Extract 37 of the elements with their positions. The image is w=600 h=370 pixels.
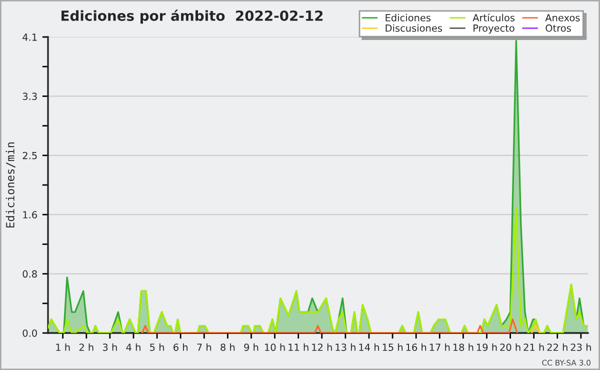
x-tick-label: 2 h [79,343,94,351]
legend-label: Ediciones [386,14,431,22]
x-tick-label: 3 h [102,343,117,351]
x-tick-label: 10 h [265,343,285,351]
x-tick-label: 7 h [197,343,212,351]
legend-label: Otros [546,24,571,32]
y-tick-label: 4.1 [22,34,37,41]
x-tick-label: 4 h [126,343,140,351]
x-tick-label: 20 h [500,343,520,351]
x-tick-label: 22 h [547,343,568,351]
y-tick-label: 0.8 [22,270,37,278]
x-tick-label: 14 h [359,343,379,351]
y-axis-title: Ediciones/min [6,142,16,228]
x-tick-label: 16 h [406,343,426,351]
x-tick-label: 8 h [220,343,235,351]
legend-label: Proyecto [474,24,514,34]
x-tick-label: 15 h [382,343,403,351]
x-tick-label: 6 h [174,343,188,351]
x-tick-label: 11 h [288,343,308,351]
x-tick-label: 18 h [453,343,474,351]
x-tick-label: 1 h [56,343,70,351]
y-tick-label: 3.3 [22,92,37,100]
x-tick-label: 12 h [312,343,332,351]
x-tick-label: 13 h [336,343,356,351]
x-tick-label: 17 h [430,343,450,351]
x-tick-label: 23 h [570,343,591,351]
y-tick-label: 2.5 [22,152,37,160]
y-tick-label: 0.0 [22,329,37,337]
x-tick-label: 9 h [244,343,258,351]
x-tick-label: 5 h [150,343,164,351]
legend-label: Artículos [472,13,515,22]
x-tick-label: 21 h [524,343,544,351]
legend-label: Anexos [545,14,580,22]
chart-title: Ediciones por ámbito 2022-02-12 [62,10,323,24]
x-tick-label: 19 h [476,343,497,351]
legend-label: Discusiones [386,24,442,32]
y-tick-label: 1.6 [23,211,37,218]
